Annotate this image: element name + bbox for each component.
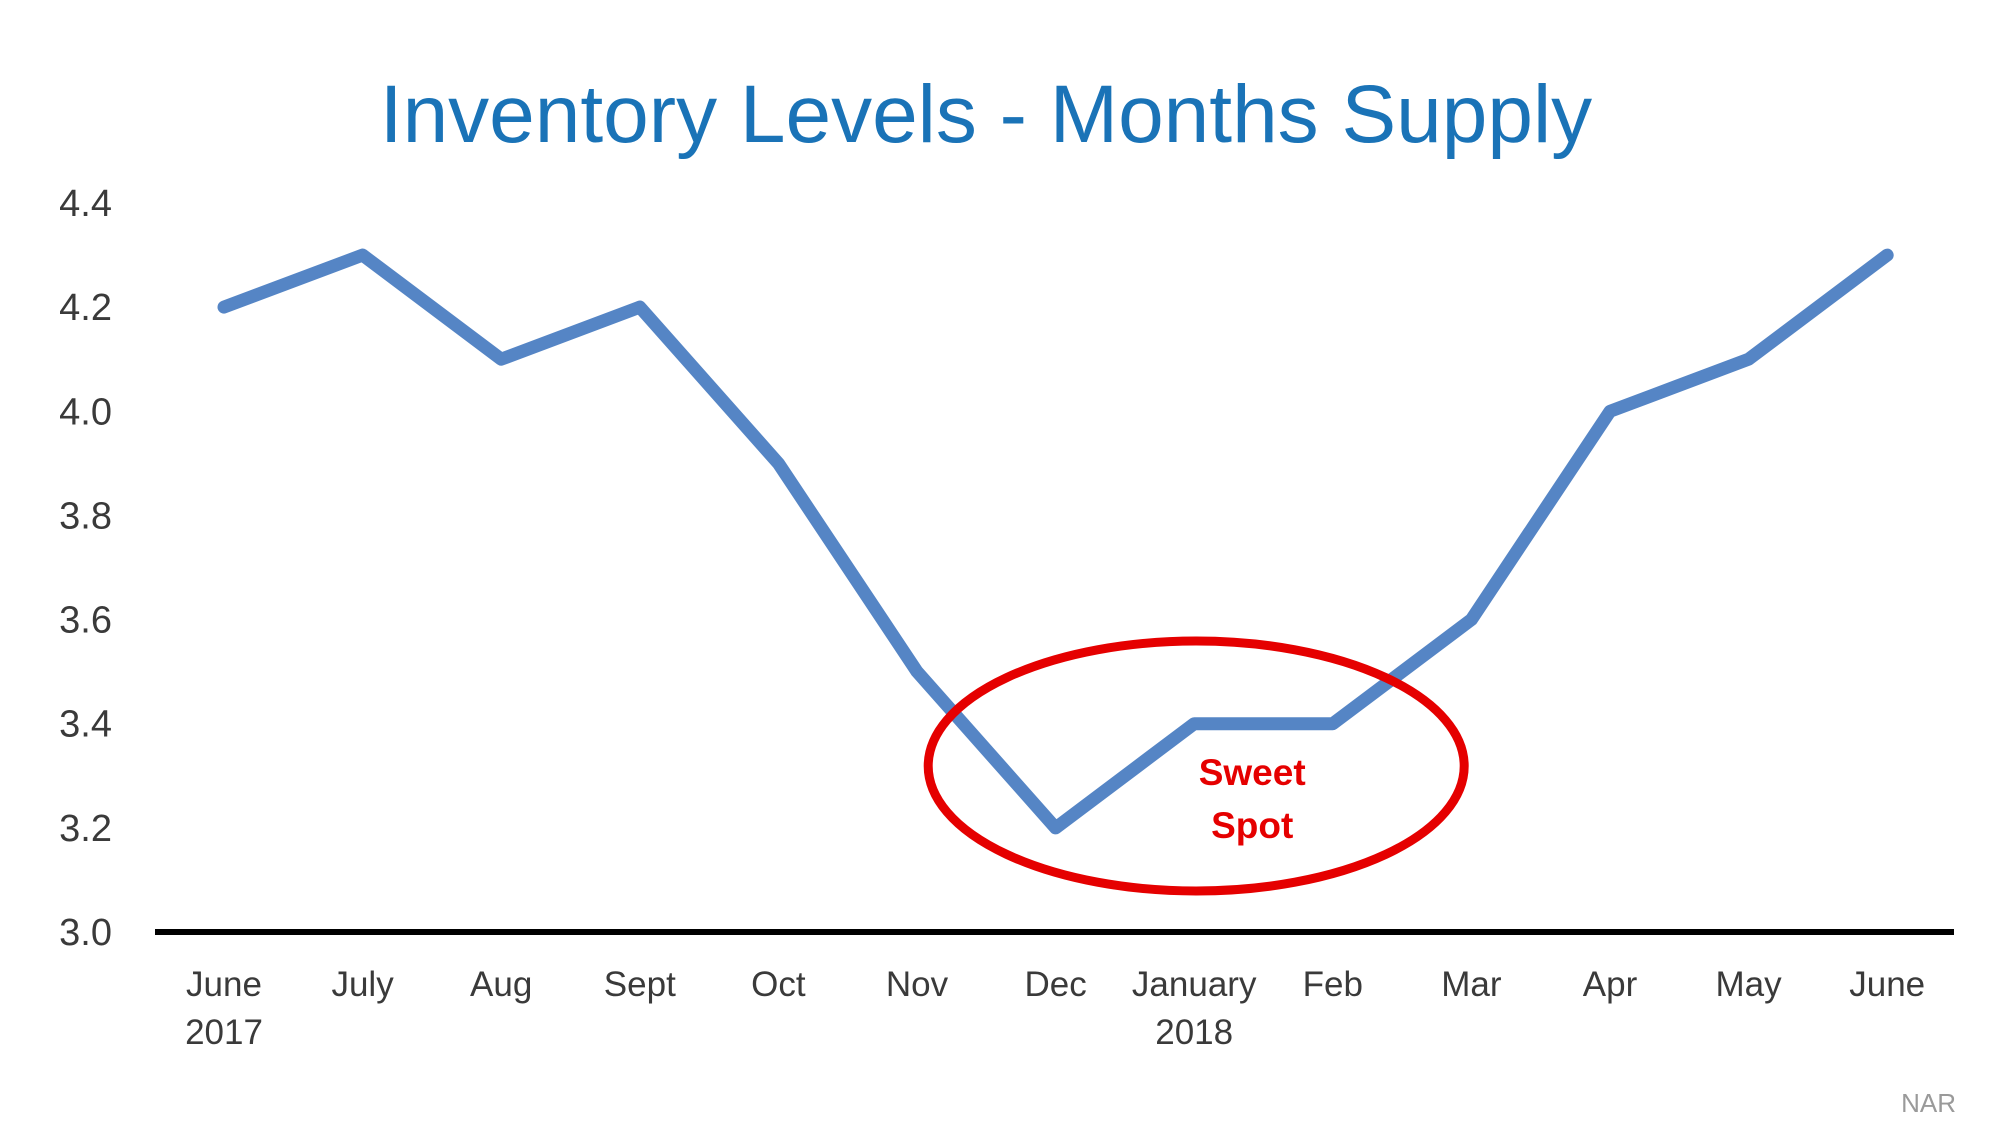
x-axis-ticks: June 2017 July Aug Sept Oct Nov Dec January 2018 F… [185, 965, 1925, 1052]
x-tick-label: Nov [886, 965, 949, 1004]
y-tick-label: 3.0 [59, 912, 112, 954]
x-tick-label: Sept [604, 965, 676, 1004]
y-tick-label: 4.2 [59, 287, 112, 329]
chart-title: Inventory Levels - Months Supply [380, 69, 1592, 160]
sweet-spot-ellipse [923, 636, 1469, 896]
y-axis-ticks: 3.0 3.2 3.4 3.6 3.8 4.0 4.2 4.4 [59, 183, 112, 954]
x-tick-label: Oct [751, 965, 806, 1004]
x-tick-sublabel: 2017 [185, 1013, 263, 1052]
x-tick-label: Dec [1024, 965, 1086, 1004]
x-tick-label: Apr [1583, 965, 1638, 1004]
y-tick-label: 3.8 [59, 495, 112, 537]
x-tick-label: Aug [470, 965, 532, 1004]
annotation-line: Spot [1211, 805, 1293, 846]
series-line [217, 248, 1894, 835]
y-tick-label: 3.2 [59, 808, 112, 850]
y-tick-label: 3.4 [59, 704, 112, 746]
annotation-line: Sweet [1199, 752, 1306, 793]
source-label: NAR [1901, 1088, 1956, 1118]
x-tick-label: June [1849, 965, 1925, 1004]
x-tick-sublabel: 2018 [1155, 1013, 1233, 1052]
x-tick-label: May [1716, 965, 1783, 1004]
x-tick-label: Mar [1441, 965, 1502, 1004]
y-tick-label: 3.6 [59, 600, 112, 642]
y-tick-label: 4.0 [59, 391, 112, 433]
sweet-spot-annotation: Sweet Spot [1199, 752, 1306, 846]
x-tick-label: January [1132, 965, 1257, 1004]
x-tick-label: July [331, 965, 394, 1004]
x-tick-label: June [186, 965, 262, 1004]
x-tick-label: Feb [1303, 965, 1363, 1004]
y-tick-label: 4.4 [59, 183, 112, 225]
